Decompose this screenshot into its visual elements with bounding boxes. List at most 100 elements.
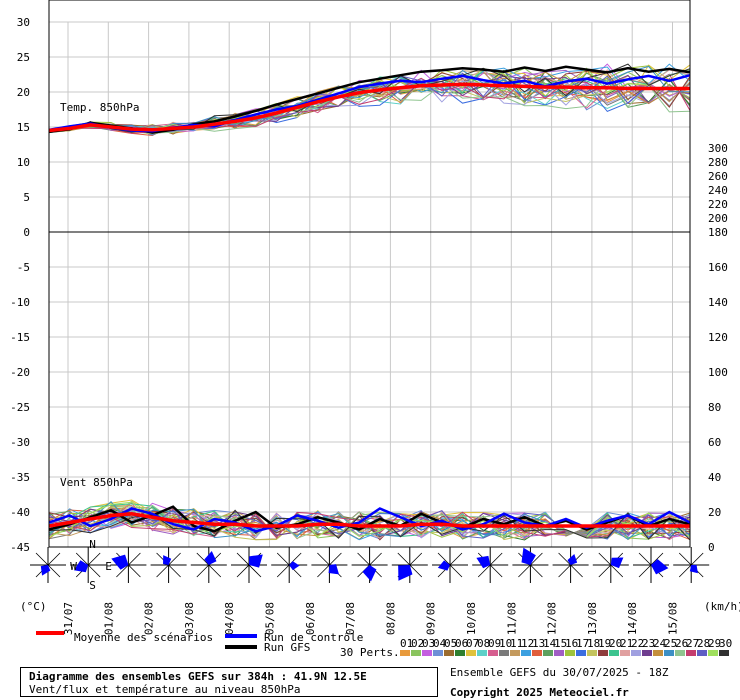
temp-right-tick: 240 <box>708 184 728 197</box>
wind-roses: NW ES <box>30 538 710 592</box>
pert-number: 26 <box>675 637 688 650</box>
pert-number: 04 <box>433 637 447 650</box>
date-label: 08/08 <box>384 602 397 635</box>
pert-number: 12 <box>521 637 534 650</box>
rose-petal <box>610 557 624 569</box>
pert-temp-line <box>48 67 691 134</box>
series-temp-line <box>48 65 691 134</box>
pert-number: 24 <box>653 637 667 650</box>
temp-right-tick: 260 <box>708 170 728 183</box>
legend-control-label: Run de contrôle <box>264 631 363 644</box>
wind-right-tick: 20 <box>708 506 721 519</box>
pert-swatch <box>510 650 520 656</box>
title-box: Diagramme des ensembles GEFS sur 384h : … <box>20 667 438 697</box>
temp-left-tick: 10 <box>17 156 30 169</box>
pert-swatch <box>422 650 432 656</box>
pert-number: 08 <box>477 637 490 650</box>
temp-panel-label: Temp. 850hPa <box>60 101 139 114</box>
pert-number: 13 <box>532 637 545 650</box>
wind-left-tick: -45 <box>10 541 30 554</box>
pert-swatch <box>675 650 685 656</box>
wind-right-tick: 160 <box>708 261 728 274</box>
date-label: 11/08 <box>505 602 518 635</box>
legend-mean-label: Moyenne des scénarios <box>74 631 213 644</box>
pert-swatch <box>444 650 454 656</box>
wind-left-tick: -35 <box>10 471 30 484</box>
rose-petal <box>204 551 217 565</box>
date-label: 31/07 <box>62 602 75 635</box>
date-label: 10/08 <box>465 602 478 635</box>
pert-number: 27 <box>686 637 699 650</box>
pert-swatch <box>664 650 674 656</box>
rose-petal <box>437 560 450 571</box>
temp-right-tick: 200 <box>708 212 728 225</box>
pert-swatch <box>708 650 718 656</box>
pert-swatch <box>411 650 421 656</box>
pert-swatch <box>642 650 652 656</box>
run-info-block: Ensemble GEFS du 30/07/2025 - 18Z Copyri… <box>450 666 669 700</box>
pert-number: 17 <box>576 637 589 650</box>
wind-panel-label: Vent 850hPa <box>60 476 133 489</box>
wind-left-tick: -20 <box>10 366 30 379</box>
date-label: 14/08 <box>626 602 639 635</box>
date-label: 09/08 <box>425 602 438 635</box>
pert-swatch <box>609 650 619 656</box>
pert-swatch <box>576 650 586 656</box>
compass-e: E <box>105 560 112 573</box>
pert-swatch <box>653 650 663 656</box>
temp-right-tick: 300 <box>708 142 728 155</box>
pert-swatch <box>686 650 696 656</box>
pert-swatch <box>477 650 487 656</box>
date-label: 12/08 <box>546 602 559 635</box>
pert-number: 25 <box>664 637 677 650</box>
pert-number: 05 <box>444 637 457 650</box>
axes: 302520151050300280260240220200180-5-10-1… <box>10 0 740 635</box>
grid-lines <box>49 21 690 548</box>
wind-right-tick: 40 <box>708 471 721 484</box>
main-series-lines <box>48 65 691 533</box>
wind-left-tick: -15 <box>10 331 30 344</box>
rose-petal <box>362 565 377 582</box>
pert-number: 15 <box>554 637 567 650</box>
temp-right-tick: 280 <box>708 156 728 169</box>
plot-frame <box>48 0 691 548</box>
pert-temp-line <box>48 69 691 132</box>
pert-number: 23 <box>642 637 655 650</box>
copyright: Copyright 2025 Meteociel.fr <box>450 686 629 699</box>
wind-right-tick: 100 <box>708 366 728 379</box>
pert-swatch <box>631 650 641 656</box>
pert-number: 09 <box>488 637 501 650</box>
pert-number: 10 <box>499 637 512 650</box>
left-unit-label: (°C) <box>20 600 47 613</box>
pert-number: 16 <box>565 637 578 650</box>
chart-title: Diagramme des ensembles GEFS sur 384h : … <box>29 670 367 683</box>
pert-number: 18 <box>587 637 600 650</box>
temp-left-tick: 15 <box>17 121 30 134</box>
wind-right-tick: 60 <box>708 436 721 449</box>
date-label: 15/08 <box>667 602 680 635</box>
rose-petal <box>289 561 300 571</box>
pert-swatch <box>433 650 443 656</box>
pert-swatch <box>598 650 608 656</box>
temp-right-tick: 180 <box>708 226 728 239</box>
temp-left-tick: 30 <box>17 16 30 29</box>
pert-swatch <box>719 650 729 656</box>
rose-petal <box>249 554 263 568</box>
rose-petal <box>163 555 172 565</box>
pert-swatch <box>565 650 575 656</box>
temp-left-tick: 0 <box>23 226 30 239</box>
pert-swatch <box>620 650 630 656</box>
pert-number: 06 <box>455 637 468 650</box>
pert-number: 20 <box>609 637 622 650</box>
date-label: 06/08 <box>304 602 317 635</box>
pert-swatch <box>587 650 597 656</box>
temp-right-tick: 220 <box>708 198 728 211</box>
pert-swatch <box>466 650 476 656</box>
wind-left-tick: -10 <box>10 296 30 309</box>
pert-number: 01 <box>400 637 413 650</box>
pert-number: 03 <box>422 637 435 650</box>
pert-number: 14 <box>543 637 557 650</box>
wind-left-tick: -5 <box>17 261 30 274</box>
pert-swatch <box>400 650 410 656</box>
pert-number: 11 <box>510 637 523 650</box>
